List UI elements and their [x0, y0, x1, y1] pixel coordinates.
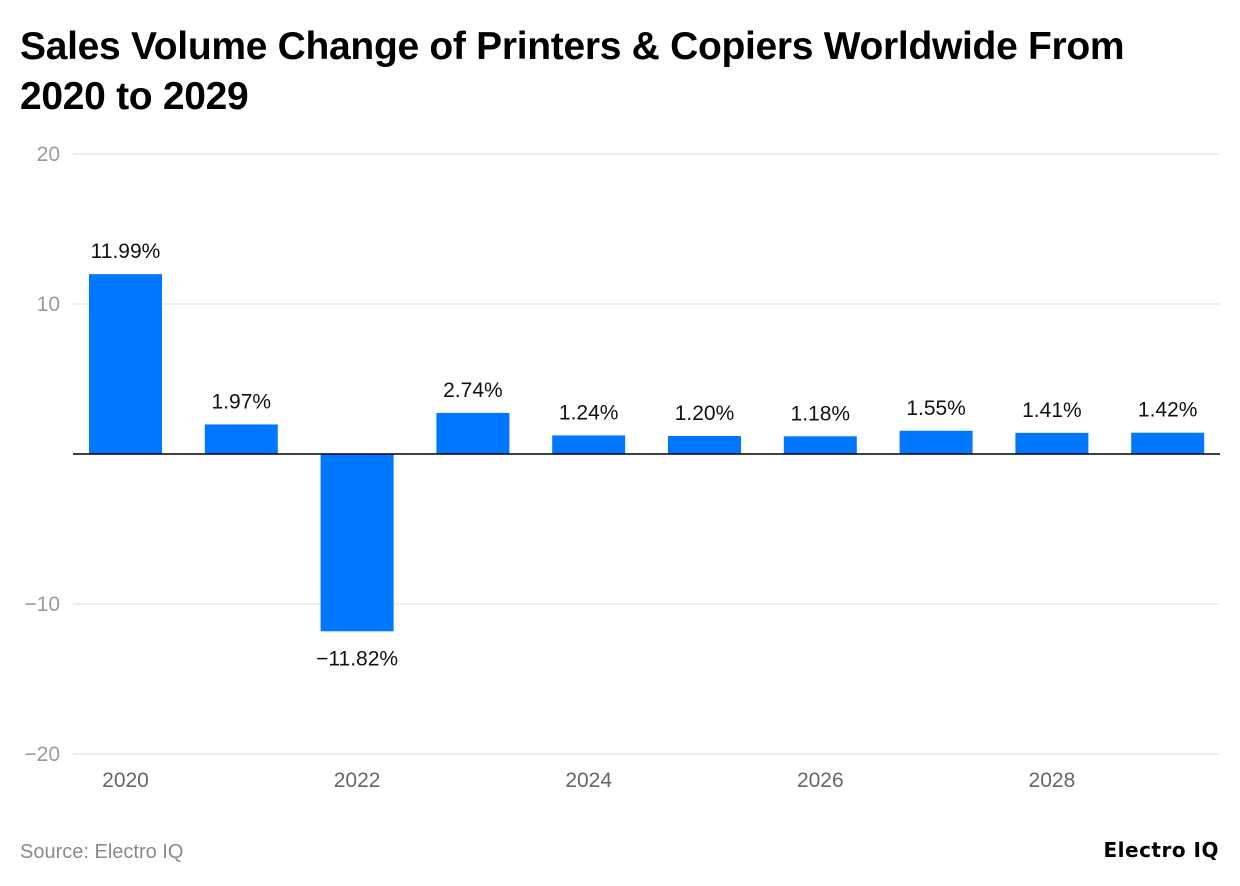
data-label: 1.41%	[1022, 399, 1082, 422]
brand-logo: Electro IQ	[1103, 838, 1219, 862]
bar	[1015, 432, 1089, 454]
bar	[204, 424, 278, 454]
source-note: Source: Electro IQ	[20, 841, 184, 863]
x-tick-label: 2022	[334, 769, 381, 792]
data-label: 1.24%	[559, 401, 619, 424]
x-tick-label: 2028	[1029, 769, 1076, 792]
data-label: 11.99%	[91, 240, 161, 263]
bar	[436, 412, 510, 454]
x-tick-label: 2020	[102, 769, 149, 792]
data-label: −11.82%	[316, 647, 398, 670]
data-label: 1.42%	[1138, 399, 1198, 422]
bar	[668, 436, 741, 454]
data-label: 1.55%	[906, 397, 966, 420]
bar	[89, 274, 162, 454]
y-tick-label: 10	[37, 293, 60, 316]
data-label: 2.74%	[443, 379, 503, 402]
x-tick-label: 2026	[797, 769, 844, 792]
bar	[783, 436, 857, 454]
y-tick-label: −10	[24, 593, 60, 616]
bar	[899, 430, 973, 454]
chart-title: Sales Volume Change of Printers & Copier…	[20, 25, 1125, 118]
bar	[552, 435, 626, 454]
y-tick-label: 20	[37, 143, 60, 166]
x-tick-label: 2024	[565, 769, 612, 792]
bar	[1131, 432, 1205, 454]
y-tick-label: −20	[24, 743, 60, 766]
bar	[320, 454, 394, 632]
data-label: 1.20%	[675, 402, 735, 425]
data-label: 1.18%	[791, 402, 851, 425]
data-label: 1.97%	[212, 390, 272, 413]
